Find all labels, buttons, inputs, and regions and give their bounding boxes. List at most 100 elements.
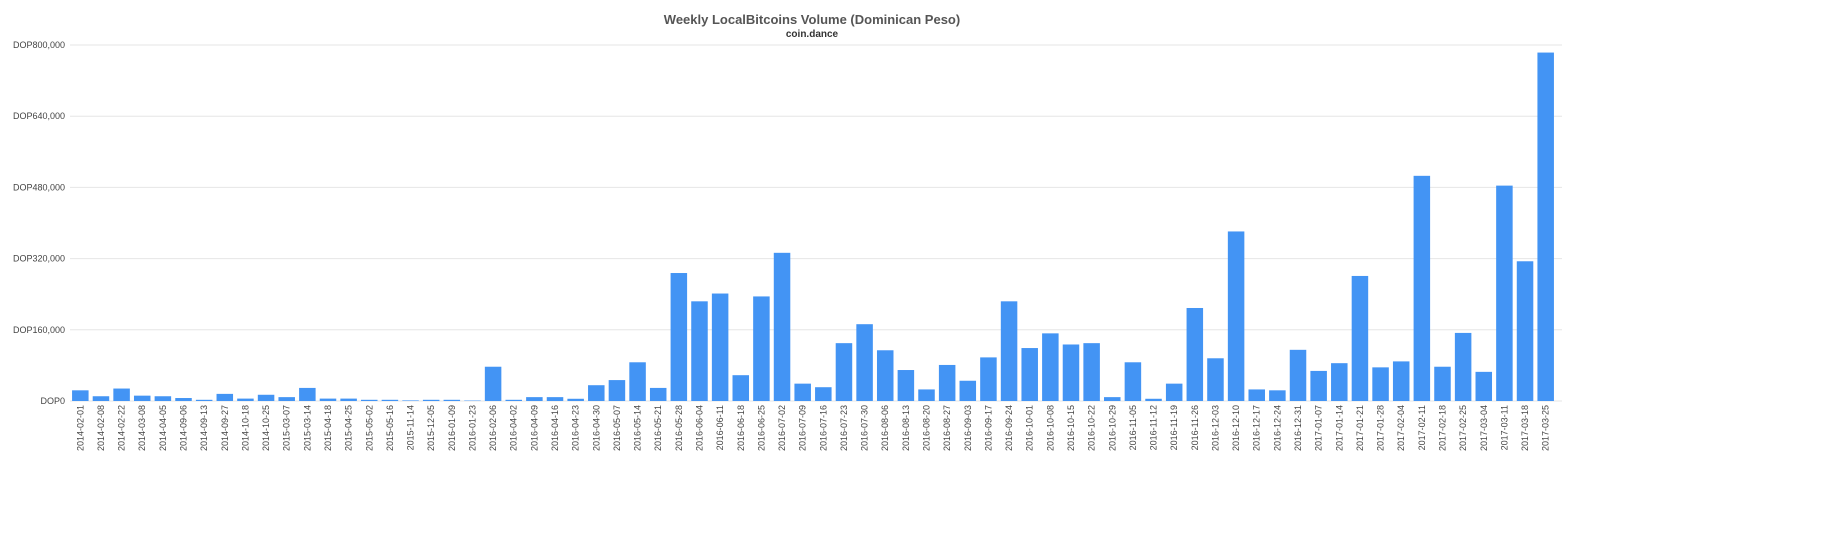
bar[interactable] (402, 400, 419, 401)
x-tick-label: 2017-01-21 (1355, 405, 1365, 451)
bar[interactable] (1186, 307, 1204, 401)
bar[interactable] (1000, 301, 1018, 401)
bar[interactable] (154, 396, 172, 401)
x-tick-label: 2014-02-22 (117, 405, 127, 451)
x-tick-label: 2016-04-16 (550, 405, 560, 451)
bar[interactable] (546, 397, 564, 401)
bar[interactable] (856, 324, 873, 401)
bar[interactable] (526, 397, 543, 401)
bar[interactable] (1104, 397, 1121, 401)
bar[interactable] (216, 393, 234, 401)
y-tick-label: DOP800,000 (13, 40, 65, 50)
x-tick-label: 2015-05-16 (385, 405, 395, 451)
bar[interactable] (1351, 275, 1369, 401)
bar[interactable] (1434, 366, 1451, 401)
bar[interactable] (422, 399, 440, 401)
bar[interactable] (815, 387, 832, 401)
bar[interactable] (1269, 390, 1286, 401)
bar[interactable] (711, 293, 729, 401)
x-tick-label: 2015-05-02 (364, 405, 374, 451)
bar[interactable] (443, 399, 461, 401)
bar[interactable] (1207, 358, 1224, 401)
bar[interactable] (1083, 343, 1100, 401)
x-tick-label: 2016-06-11 (715, 405, 725, 450)
bar[interactable] (980, 357, 997, 401)
bar[interactable] (113, 388, 130, 401)
bar[interactable] (237, 398, 254, 401)
bar[interactable] (1537, 52, 1554, 401)
bar[interactable] (567, 398, 584, 401)
bar[interactable] (319, 398, 337, 401)
bar[interactable] (1331, 363, 1348, 401)
x-tick-label: 2016-09-03 (963, 405, 973, 451)
bar[interactable] (753, 296, 770, 401)
x-tick-label: 2016-04-09 (529, 405, 539, 451)
y-axis: DOP0 DOP160,000 DOP320,000 DOP480,000 DOP640… (13, 40, 65, 406)
bar[interactable] (1454, 332, 1472, 401)
bar[interactable] (381, 399, 399, 401)
bar[interactable] (773, 252, 791, 401)
x-tick-label: 2016-11-05 (1128, 405, 1138, 450)
bar[interactable] (1516, 261, 1534, 401)
gridlines (70, 44, 1562, 402)
x-tick-label: 2016-01-23 (467, 405, 477, 451)
bar[interactable] (938, 364, 956, 401)
bar[interactable] (918, 389, 935, 401)
bar[interactable] (92, 396, 110, 401)
chart-title: Weekly LocalBitcoins Volume (Dominican P… (664, 12, 960, 27)
x-tick-label: 2015-11-14 (406, 405, 416, 450)
bar[interactable] (1165, 383, 1183, 401)
x-tick-label: 2016-10-01 (1025, 405, 1035, 451)
x-tick-label: 2016-07-09 (798, 405, 808, 451)
bar[interactable] (484, 366, 502, 401)
x-tick-label: 2015-04-25 (344, 405, 354, 451)
bar[interactable] (278, 397, 295, 401)
bar[interactable] (588, 385, 605, 401)
bar[interactable] (361, 399, 378, 401)
bar[interactable] (1289, 349, 1307, 401)
x-tick-label: 2017-02-04 (1396, 405, 1406, 451)
bar[interactable] (649, 387, 667, 401)
bar[interactable] (1392, 361, 1410, 401)
bar[interactable] (1475, 371, 1493, 401)
bar[interactable] (629, 362, 646, 401)
bar[interactable] (1042, 333, 1059, 401)
bar[interactable] (195, 399, 213, 401)
x-tick-label: 2017-03-11 (1499, 405, 1509, 450)
x-tick-label: 2016-05-28 (674, 405, 684, 451)
x-tick-label: 2016-04-02 (509, 405, 519, 451)
bar[interactable] (1062, 344, 1080, 401)
bar[interactable] (1310, 370, 1327, 401)
bar[interactable] (1372, 367, 1389, 401)
x-tick-label: 2015-12-05 (426, 405, 436, 451)
bar[interactable] (608, 380, 626, 401)
x-tick-label: 2016-07-02 (777, 405, 787, 451)
bar[interactable] (1248, 389, 1265, 401)
bar[interactable] (133, 395, 151, 401)
x-tick-label: 2017-01-14 (1334, 405, 1344, 451)
bar[interactable] (835, 343, 853, 401)
bar[interactable] (505, 399, 522, 401)
x-tick-label: 2015-03-14 (302, 405, 312, 451)
bar[interactable] (1413, 175, 1431, 401)
bar[interactable] (1021, 348, 1038, 401)
bar[interactable] (175, 398, 192, 401)
bar[interactable] (340, 398, 357, 401)
x-tick-label: 2014-10-18 (240, 405, 250, 451)
bar[interactable] (670, 273, 688, 401)
bar[interactable] (1496, 185, 1513, 401)
bar[interactable] (691, 301, 708, 401)
x-tick-label: 2016-05-14 (633, 405, 643, 451)
bar[interactable] (732, 375, 750, 401)
bar[interactable] (257, 394, 275, 401)
bar[interactable] (299, 387, 316, 401)
bar[interactable] (1124, 362, 1142, 401)
bar[interactable] (72, 390, 89, 401)
bar[interactable] (897, 370, 915, 401)
x-tick-label: 2016-10-08 (1045, 405, 1055, 451)
bar[interactable] (1227, 231, 1245, 401)
bar[interactable] (876, 350, 894, 401)
bar[interactable] (959, 380, 977, 401)
bar[interactable] (1145, 398, 1162, 401)
bar[interactable] (794, 383, 811, 401)
